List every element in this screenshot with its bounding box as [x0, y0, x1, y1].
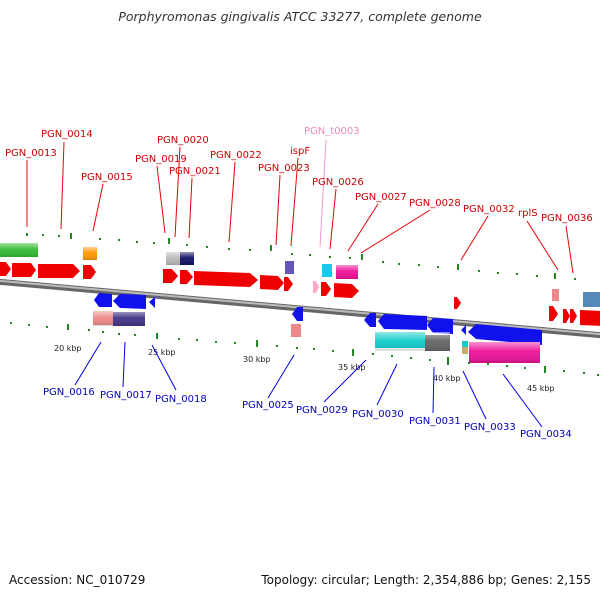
- cds-arrow[interactable]: [260, 275, 284, 290]
- cds-feature[interactable]: [552, 289, 559, 301]
- cds-arrow[interactable]: [0, 262, 11, 276]
- gene-label[interactable]: PGN_0025: [242, 400, 294, 411]
- gene-label[interactable]: PGN_0031: [409, 416, 461, 427]
- cds-arrow[interactable]: [378, 314, 427, 330]
- cds-arrow[interactable]: [163, 269, 178, 283]
- cds-arrow[interactable]: [563, 309, 570, 323]
- trna-leader-line: [319, 139, 327, 248]
- scale-label: 20 kbp: [54, 344, 82, 353]
- scale-labels: 20 kbp 25 kbp 30 kbp 35 kbp 40 kbp 45 kb…: [54, 344, 555, 393]
- cds-feature[interactable]: [462, 347, 468, 354]
- cds-arrow[interactable]: [180, 270, 193, 284]
- cds-arrow[interactable]: [580, 310, 600, 326]
- gene-label[interactable]: PGN_0034: [520, 429, 572, 440]
- cds-arrow[interactable]: [461, 325, 466, 335]
- gene-label[interactable]: PGN_0021: [169, 166, 221, 177]
- cds-feature[interactable]: [322, 264, 332, 277]
- cds-arrow[interactable]: [149, 297, 155, 308]
- gene-label[interactable]: PGN_0023: [258, 163, 310, 174]
- scale-label: 35 kbp: [338, 363, 366, 372]
- trna-arrow[interactable]: [313, 281, 319, 293]
- gene-label[interactable]: ispF: [290, 146, 310, 157]
- cds-feature[interactable]: [583, 292, 600, 307]
- cds-arrow[interactable]: [468, 324, 542, 345]
- cds-arrow[interactable]: [94, 293, 112, 307]
- forward-features: [0, 243, 600, 326]
- reverse-leader-lines: [74, 341, 543, 428]
- genome-title: Porphyromonas gingivalis ATCC 33277, com…: [118, 9, 482, 24]
- cds-arrow[interactable]: [364, 313, 376, 327]
- scale-label: 45 kbp: [527, 384, 555, 393]
- reverse-gene-labels: PGN_0016 PGN_0017 PGN_0018 PGN_0025 PGN_…: [43, 387, 572, 440]
- cds-arrow[interactable]: [38, 264, 80, 278]
- gene-label[interactable]: PGN_0029: [296, 405, 348, 416]
- gene-label[interactable]: PGN_0017: [100, 390, 152, 401]
- gene-label[interactable]: PGN_0019: [135, 154, 187, 165]
- gene-label[interactable]: PGN_0020: [157, 135, 209, 146]
- accession-text: Accession: NC_010729: [9, 573, 146, 587]
- cds-arrow[interactable]: [194, 271, 258, 287]
- cds-arrow[interactable]: [12, 263, 36, 277]
- gene-label[interactable]: PGN_0018: [155, 394, 207, 405]
- gene-label[interactable]: PGN_0030: [352, 409, 404, 420]
- gene-label[interactable]: PGN_0026: [312, 177, 364, 188]
- scale-label: 25 kbp: [148, 348, 176, 357]
- cds-arrow[interactable]: [549, 306, 558, 321]
- cds-arrow[interactable]: [284, 277, 293, 291]
- cds-feature[interactable]: [291, 324, 301, 337]
- cds-arrow[interactable]: [83, 265, 96, 279]
- forward-leader-lines: [26, 141, 574, 274]
- forward-gene-labels: PGN_0013 PGN_0014 PGN_0015 PGN_0019 PGN_…: [5, 126, 593, 224]
- tick-track-lower: [10, 322, 599, 376]
- gene-label[interactable]: PGN_0027: [355, 192, 407, 203]
- cds-arrow[interactable]: [427, 318, 453, 334]
- gene-label[interactable]: PGN_0033: [464, 422, 516, 433]
- cds-arrow[interactable]: [113, 294, 146, 309]
- cds-arrow[interactable]: [321, 282, 331, 296]
- gene-label[interactable]: PGN_0032: [463, 204, 515, 215]
- gene-label[interactable]: PGN_0022: [210, 150, 262, 161]
- cds-feature[interactable]: [462, 341, 468, 347]
- reverse-features: [93, 293, 542, 363]
- gene-label[interactable]: PGN_0014: [41, 129, 93, 140]
- gene-label[interactable]: PGN_t0003: [304, 126, 360, 137]
- gene-label[interactable]: PGN_0015: [81, 172, 133, 183]
- scale-label: 30 kbp: [243, 355, 271, 364]
- cds-arrow[interactable]: [570, 309, 577, 323]
- cds-feature[interactable]: [285, 261, 294, 274]
- scale-label: 40 kbp: [433, 374, 461, 383]
- gene-label[interactable]: PGN_0028: [409, 198, 461, 209]
- gene-label[interactable]: PGN_0016: [43, 387, 95, 398]
- gene-label[interactable]: PGN_0036: [541, 213, 593, 224]
- cds-arrow[interactable]: [292, 307, 303, 321]
- tick-track-upper: [26, 233, 576, 280]
- cds-arrow[interactable]: [334, 283, 359, 298]
- genome-summary-text: Topology: circular; Length: 2,354,886 bp…: [261, 573, 591, 587]
- gene-label[interactable]: rplS: [518, 208, 538, 219]
- gene-label[interactable]: PGN_0013: [5, 148, 57, 159]
- cds-arrow[interactable]: [454, 297, 461, 309]
